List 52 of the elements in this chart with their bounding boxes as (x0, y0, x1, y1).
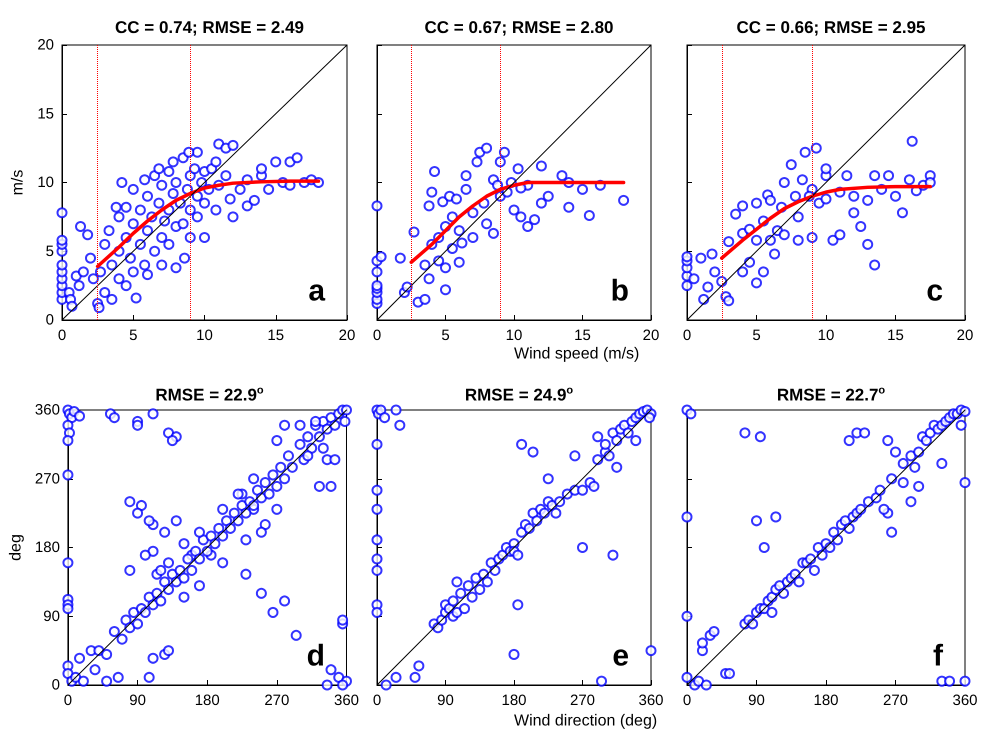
x-tick-label: 0 (682, 327, 692, 344)
x-tick-label: 10 (818, 327, 834, 344)
x-tick-label: 90 (129, 692, 146, 709)
x-axis-title: Wind direction (deg) (514, 712, 658, 730)
y-axis-title: deg (8, 534, 24, 561)
y-tick-label: 360 (34, 402, 60, 418)
x-tick-label: 10 (506, 327, 522, 344)
y-tick-label: 90 (43, 608, 60, 625)
annotation: f (933, 640, 944, 672)
x-tick-label: 180 (501, 692, 527, 709)
x-tick-label: 15 (887, 327, 904, 344)
chart-title: CC = 0.74; RMSE = 2.49 (115, 18, 304, 37)
annotation: a (308, 274, 326, 308)
x-tick-label: 20 (956, 327, 974, 344)
x-tick-label: 270 (264, 692, 290, 709)
y-tick-label: 10 (37, 174, 54, 191)
y-tick-label: 20 (37, 36, 54, 54)
annotation: c (926, 274, 944, 308)
annotation: d (306, 640, 326, 672)
x-tick-label: 0 (682, 692, 692, 709)
x-tick-label: 15 (574, 327, 591, 344)
y-tick-label: 180 (34, 539, 60, 556)
x-tick-label: 270 (882, 692, 908, 709)
x-tick-label: 360 (334, 692, 359, 709)
annotation: b (610, 274, 630, 308)
y-tick-label: 15 (37, 105, 54, 122)
x-tick-label: 360 (952, 692, 978, 709)
x-tick-label: 90 (748, 692, 765, 709)
x-tick-label: 5 (752, 327, 761, 344)
x-tick-label: 10 (196, 327, 213, 344)
chart-title: CC = 0.67; RMSE = 2.80 (424, 18, 614, 37)
x-tick-label: 5 (441, 327, 450, 344)
y-tick-label: 5 (46, 242, 54, 260)
x-tick-label: 15 (267, 327, 284, 344)
x-tick-label: 180 (813, 692, 839, 709)
x-tick-label: 5 (129, 327, 138, 344)
x-tick-label: 20 (642, 327, 660, 344)
y-axis-title: m/s (10, 170, 26, 196)
x-tick-label: 360 (638, 692, 664, 709)
x-axis-title: Wind speed (m/s) (514, 346, 640, 362)
x-tick-label: 90 (437, 692, 454, 709)
x-tick-label: 0 (372, 692, 382, 709)
x-tick-label: 180 (194, 692, 220, 709)
annotation: e (612, 640, 630, 672)
x-tick-label: 0 (372, 327, 382, 344)
y-tick-label: 270 (34, 470, 60, 488)
x-tick-label: 20 (338, 327, 356, 344)
y-tick-label: 0 (46, 312, 54, 328)
y-tick-label: 0 (52, 676, 60, 694)
x-tick-label: 270 (570, 692, 596, 709)
chart-title: CC = 0.66; RMSE = 2.95 (736, 18, 926, 37)
x-tick-label: 0 (64, 692, 72, 709)
